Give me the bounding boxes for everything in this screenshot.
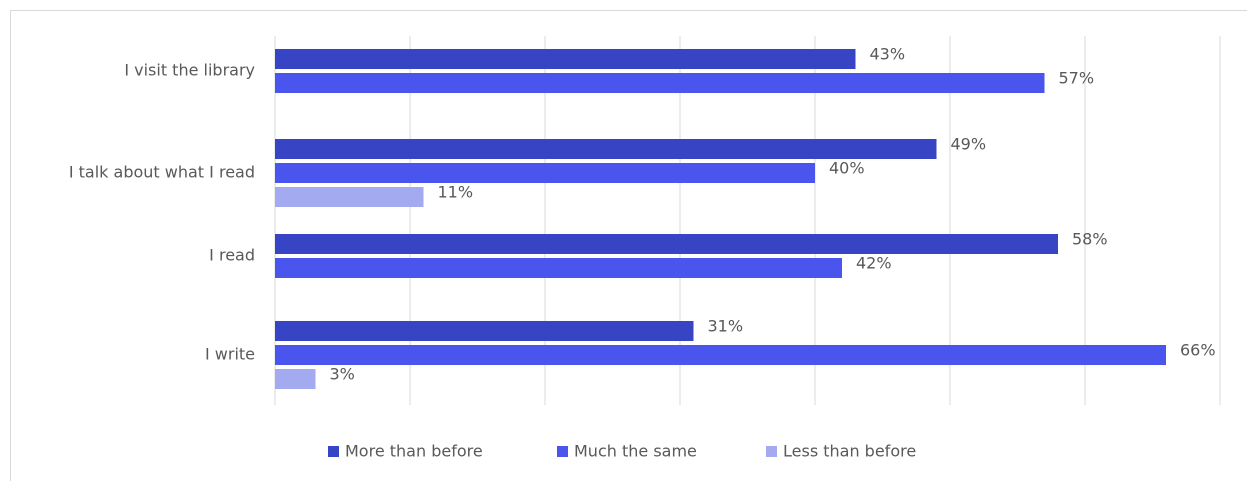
legend-swatch bbox=[328, 446, 339, 457]
chart-frame bbox=[10, 10, 1247, 481]
legend-layer: More than before Much the same Less than b… bbox=[328, 442, 916, 461]
category-label: I visit the library bbox=[124, 61, 255, 80]
data-label: 57% bbox=[1059, 69, 1095, 88]
bar bbox=[275, 345, 1166, 365]
legend-label: Much the same bbox=[574, 442, 697, 461]
data-label: 31% bbox=[708, 317, 744, 336]
labels-layer: I visit the library 43% 57% I talk about wh… bbox=[69, 45, 1216, 384]
legend-swatch bbox=[766, 446, 777, 457]
category-label: I read bbox=[209, 246, 255, 265]
bars-layer bbox=[275, 49, 1166, 389]
grid-layer bbox=[274, 36, 1221, 405]
bar bbox=[275, 73, 1045, 93]
bar bbox=[275, 258, 842, 278]
bar bbox=[275, 321, 694, 341]
data-label: 49% bbox=[951, 135, 987, 154]
category-label: I write bbox=[205, 345, 255, 364]
bar bbox=[275, 234, 1058, 254]
bar bbox=[275, 49, 856, 69]
bar bbox=[275, 369, 316, 389]
legend-label: More than before bbox=[345, 442, 483, 461]
data-label: 58% bbox=[1072, 230, 1108, 249]
data-label: 3% bbox=[330, 365, 355, 384]
bar bbox=[275, 163, 815, 183]
legend-swatch bbox=[557, 446, 568, 457]
data-label: 66% bbox=[1180, 341, 1216, 360]
data-label: 43% bbox=[870, 45, 906, 64]
category-label: I talk about what I read bbox=[69, 163, 255, 182]
data-label: 40% bbox=[829, 159, 865, 178]
bar bbox=[275, 139, 937, 159]
data-label: 42% bbox=[856, 254, 892, 273]
bar bbox=[275, 187, 424, 207]
data-label: 11% bbox=[438, 183, 474, 202]
legend-label: Less than before bbox=[783, 442, 916, 461]
